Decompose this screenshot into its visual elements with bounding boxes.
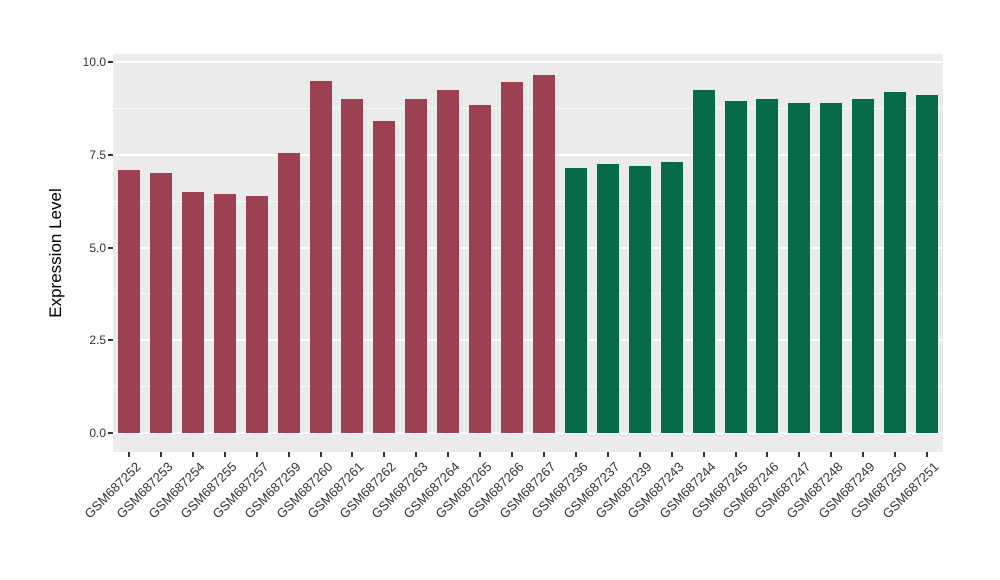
bar-GSM687239 [628,165,651,433]
bar-GSM687267 [532,74,555,433]
y-tick [108,246,113,249]
x-tick [574,452,577,457]
x-tick [255,452,258,457]
plot-panel [113,54,943,452]
bar-GSM687251 [916,95,939,433]
x-tick [479,452,482,457]
gridline-minor [113,293,943,295]
bar-GSM687237 [596,164,619,433]
gridline-minor [113,200,943,202]
x-tick [351,452,354,457]
x-tick [191,452,194,457]
bar-GSM687243 [660,162,683,433]
gridline-major [113,339,943,342]
x-tick [830,452,833,457]
bar-GSM687250 [884,91,907,433]
y-tick-label: 7.5 [89,147,106,162]
x-tick [606,452,609,457]
x-tick [511,452,514,457]
x-tick [926,452,929,457]
gridline-major [113,246,943,249]
bar-GSM687262 [373,121,396,433]
y-tick-label: 10.0 [82,55,106,69]
gridline-minor [113,107,943,109]
bar-GSM687264 [437,89,460,433]
gridline-major [113,153,943,156]
x-tick [223,452,226,457]
bar-GSM687252 [117,169,140,433]
x-tick [319,452,322,457]
bar-GSM687246 [756,99,779,433]
y-tick [108,61,113,63]
bar-GSM687254 [181,191,204,433]
y-tick [108,432,113,434]
x-tick [638,452,641,457]
bar-GSM687247 [788,102,811,433]
y-tick-label: 2.5 [89,333,106,348]
gridline-major [113,432,943,434]
x-tick [798,452,801,457]
x-tick [862,452,865,457]
x-tick [415,452,418,457]
bar-GSM687236 [564,167,587,433]
x-tick [383,452,386,457]
x-tick [894,452,897,457]
bar-GSM687245 [724,100,747,433]
bar-GSM687261 [341,99,364,433]
x-tick [670,452,673,457]
x-tick [734,452,737,457]
gridline-major [113,61,943,63]
y-axis-title: Expression Level [46,188,65,318]
x-tick [542,452,545,457]
x-tick [766,452,769,457]
y-tick [108,153,113,156]
x-tick [127,452,130,457]
bar-GSM687260 [309,80,332,433]
y-tick-label: 5.0 [89,240,106,255]
x-tick [702,452,705,457]
bar-GSM687265 [469,104,492,433]
bar-GSM687259 [277,152,300,433]
bar-GSM687266 [501,82,524,433]
bar-GSM687249 [852,99,875,433]
bar-GSM687253 [149,173,172,433]
bar-GSM687248 [820,102,843,433]
y-tick-label: 0.0 [89,426,106,440]
x-tick [287,452,290,457]
y-tick [108,339,113,342]
x-tick [447,452,450,457]
bar-GSM687257 [245,195,268,433]
bar-GSM687263 [405,99,428,433]
gridline-minor [113,386,943,388]
bar-GSM687244 [692,89,715,433]
bar-GSM687255 [213,193,236,433]
x-tick [159,452,162,457]
